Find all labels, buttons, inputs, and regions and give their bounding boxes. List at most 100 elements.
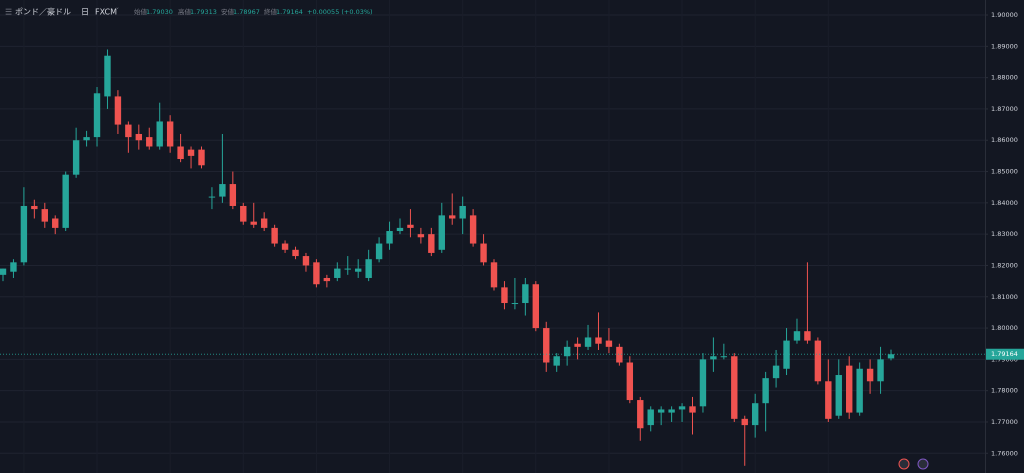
open-label: 始値 bbox=[134, 7, 148, 16]
close-label: 終値 bbox=[264, 7, 278, 16]
candle-body bbox=[72, 140, 80, 175]
candle-body bbox=[678, 406, 686, 410]
candle-body bbox=[198, 149, 205, 166]
last-price-label: 1.79164 bbox=[991, 350, 1018, 358]
open-value: 1.79030 bbox=[146, 8, 173, 16]
candle-body bbox=[386, 231, 393, 244]
menu-icon: ☰ bbox=[5, 8, 12, 17]
candle-body bbox=[41, 209, 48, 222]
y-tick-label: 1.81000 bbox=[991, 293, 1018, 301]
candle-body bbox=[208, 196, 216, 198]
candle-body bbox=[229, 184, 237, 206]
candle-body bbox=[511, 303, 519, 305]
candle-body bbox=[814, 340, 822, 382]
candle-body bbox=[10, 262, 17, 272]
y-tick-label: 1.88000 bbox=[991, 74, 1018, 82]
y-tick-label: 1.84000 bbox=[991, 199, 1018, 207]
candle-body bbox=[825, 381, 832, 419]
candle-body bbox=[281, 243, 289, 250]
candle-body bbox=[501, 287, 508, 304]
candle-body bbox=[219, 184, 226, 197]
candle-body bbox=[469, 215, 477, 244]
candle-body bbox=[344, 268, 351, 270]
candle-body bbox=[699, 359, 707, 407]
candle-body bbox=[302, 256, 310, 266]
candle-body bbox=[428, 234, 435, 253]
candle-body bbox=[866, 368, 874, 382]
y-tick-label: 1.83000 bbox=[991, 230, 1018, 238]
y-tick-label: 1.87000 bbox=[991, 105, 1018, 113]
candle-body bbox=[438, 215, 445, 250]
candle-body bbox=[532, 284, 539, 329]
y-tick-label: 1.86000 bbox=[991, 136, 1018, 144]
candle-body bbox=[522, 284, 529, 304]
candle-body bbox=[125, 124, 132, 138]
last-price-tag bbox=[986, 348, 1024, 360]
candle-body bbox=[93, 93, 101, 138]
event-icon[interactable] bbox=[898, 458, 910, 470]
y-tick-label: 1.80000 bbox=[991, 324, 1018, 332]
candle-body bbox=[605, 340, 613, 347]
candle-body bbox=[595, 337, 602, 344]
candle-body bbox=[835, 375, 842, 416]
change: +0.00055 (+0.03%) bbox=[307, 8, 373, 16]
candle-body bbox=[177, 146, 184, 160]
candle-body bbox=[720, 356, 728, 358]
y-tick-label: 1.78000 bbox=[991, 387, 1018, 395]
candle-body bbox=[616, 346, 623, 363]
candle-body bbox=[323, 277, 331, 282]
candle-body bbox=[553, 356, 560, 366]
candle-body bbox=[459, 205, 466, 219]
candle-body bbox=[52, 218, 59, 228]
y-tick-label: 1.89000 bbox=[991, 42, 1018, 50]
candle-body bbox=[271, 227, 278, 244]
source-dropdown[interactable]: ˅ bbox=[116, 8, 119, 15]
candle-body bbox=[187, 149, 195, 156]
candle-body bbox=[146, 137, 153, 147]
candle-body bbox=[20, 205, 28, 263]
candle-body bbox=[62, 174, 69, 228]
candle-body bbox=[793, 331, 801, 341]
close-value: 1.79164 bbox=[276, 8, 303, 16]
candle-body bbox=[741, 418, 748, 426]
y-tick-label: 1.90000 bbox=[991, 11, 1018, 19]
y-tick-label: 1.76000 bbox=[991, 449, 1018, 457]
low-value: 1.78967 bbox=[233, 8, 260, 16]
candle-body bbox=[751, 403, 759, 426]
candle-body bbox=[166, 121, 174, 147]
candle-body bbox=[114, 96, 122, 125]
candle-body bbox=[104, 55, 111, 97]
candle-body bbox=[250, 221, 257, 225]
candle-body bbox=[689, 406, 696, 413]
candle-body bbox=[313, 262, 320, 285]
low-label: 安値 bbox=[221, 7, 235, 16]
high-value: 1.79313 bbox=[190, 8, 217, 16]
candle-body bbox=[574, 343, 581, 347]
candle-body bbox=[668, 409, 675, 413]
candle-body bbox=[0, 268, 7, 275]
candle-body bbox=[334, 268, 341, 278]
candle-body bbox=[887, 354, 895, 359]
interval[interactable]: 日 bbox=[81, 8, 89, 17]
candle-body bbox=[83, 137, 90, 141]
candle-body bbox=[490, 262, 498, 288]
candle-body bbox=[804, 331, 811, 341]
candle-body bbox=[407, 224, 414, 228]
candle-body bbox=[355, 268, 362, 272]
high-label: 高値 bbox=[178, 7, 192, 16]
candle-body bbox=[480, 243, 487, 263]
candle-body bbox=[877, 359, 884, 382]
symbol: ポンド／豪ドル bbox=[15, 7, 71, 17]
candle-body bbox=[762, 378, 769, 404]
candle-body bbox=[856, 368, 863, 413]
event-icon[interactable] bbox=[917, 458, 929, 470]
candle-body bbox=[260, 218, 268, 228]
y-tick-label: 1.77000 bbox=[991, 418, 1018, 426]
candle-body bbox=[292, 249, 299, 257]
candle-body bbox=[563, 346, 571, 357]
candle-body bbox=[626, 362, 634, 401]
source[interactable]: FXCM bbox=[95, 8, 117, 17]
candle-body bbox=[156, 121, 163, 147]
candle-body bbox=[657, 409, 665, 413]
